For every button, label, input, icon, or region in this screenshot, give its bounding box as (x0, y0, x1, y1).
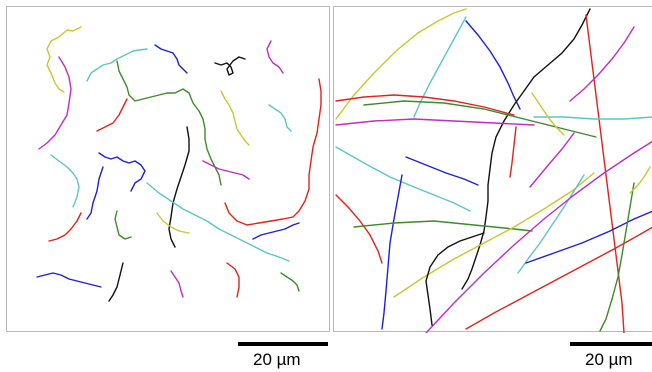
trajectory-olive-1 (46, 26, 82, 93)
right-trajectories (335, 8, 652, 333)
trajectory-olive-r2 (531, 92, 565, 136)
trajectory-cyan-3 (50, 154, 80, 208)
trajectory-olive-r4 (629, 166, 651, 194)
trajectory-red-4 (226, 262, 240, 298)
trajectory-black-3 (108, 262, 124, 302)
trajectory-magenta-1 (38, 56, 72, 150)
trajectory-blue-5 (36, 272, 102, 288)
trajectory-green-r2 (353, 220, 533, 232)
left-trajectories (36, 26, 322, 302)
trajectory-red-r2 (335, 94, 515, 116)
trajectory-black-2 (168, 126, 190, 248)
trajectory-red-2 (224, 78, 322, 226)
trajectory-red-1 (96, 98, 128, 132)
trajectory-olive-3 (156, 212, 190, 234)
trajectory-red-r5 (465, 226, 652, 330)
trajectory-green-1 (116, 60, 222, 186)
trajectory-olive-2 (220, 90, 250, 146)
left-micrograph-panel (6, 6, 330, 332)
trajectory-cyan-r2 (533, 116, 652, 120)
trajectory-cyan-1 (86, 48, 148, 82)
scale-bar-left (238, 342, 328, 346)
trajectory-blue-2 (98, 152, 146, 192)
trajectory-black-1 (214, 56, 246, 76)
trajectory-red-3 (48, 212, 82, 242)
trajectory-blue-4 (252, 222, 300, 240)
trajectory-cyan-r3 (335, 146, 471, 212)
trajectory-green-3 (280, 272, 300, 292)
trajectory-olive-r3 (393, 172, 595, 298)
scale-bar-right (570, 342, 652, 346)
trajectory-blue-1 (154, 44, 188, 74)
trajectory-magenta-r2 (335, 118, 535, 126)
trajectory-cyan-r4 (517, 174, 585, 274)
trajectory-black-r2 (425, 232, 485, 326)
trajectory-black-r1 (461, 8, 591, 290)
scale-label-right: 20 µm (585, 350, 633, 369)
trajectory-green-2 (114, 210, 132, 240)
trajectory-magenta-r1 (569, 26, 635, 102)
trajectory-olive-r1 (335, 8, 467, 120)
trajectory-cyan-4 (146, 182, 290, 262)
trajectory-magenta-4 (170, 270, 184, 298)
trajectory-cyan-2 (268, 104, 292, 132)
trajectory-green-r1 (363, 100, 597, 138)
trajectory-magenta-2 (266, 40, 284, 74)
trajectory-blue-3 (86, 166, 104, 220)
trajectory-red-r1 (585, 14, 625, 333)
trajectory-blue-r2 (405, 156, 479, 186)
trajectory-magenta-3 (202, 160, 250, 180)
scale-label-left: 20 µm (253, 350, 301, 369)
trajectory-cyan-r1 (413, 16, 467, 118)
trajectory-blue-r4 (525, 210, 652, 264)
trajectory-red-r4 (335, 194, 383, 264)
right-micrograph-panel (333, 6, 652, 333)
trajectory-blue-r3 (381, 174, 403, 330)
trajectory-blue-r1 (465, 20, 521, 110)
trajectory-magenta-r4 (425, 140, 652, 333)
trajectory-green-r3 (599, 182, 635, 332)
trajectory-red-r3 (509, 126, 517, 178)
trajectory-magenta-r3 (529, 132, 575, 188)
